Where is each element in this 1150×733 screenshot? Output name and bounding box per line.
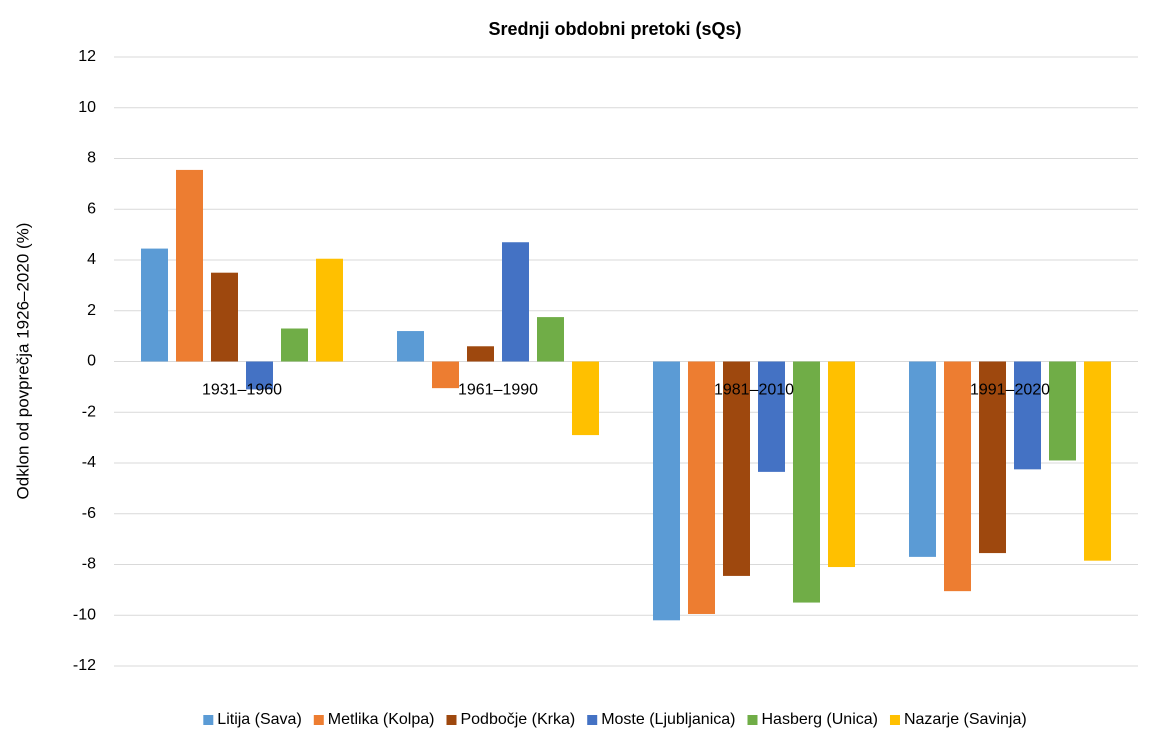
bar — [467, 346, 494, 362]
bar — [316, 258, 343, 362]
legend-label: Nazarje (Savinja) — [904, 711, 1027, 728]
y-axis-label: Odklon od povprečja 1926–2020 (%) — [13, 223, 32, 500]
bar — [537, 317, 564, 362]
bar — [1014, 361, 1041, 470]
bar — [176, 169, 203, 362]
bar — [1084, 361, 1111, 561]
bar — [688, 361, 715, 614]
legend-swatch — [889, 715, 900, 725]
x-tick-label: 1981–2010 — [714, 382, 794, 399]
bar — [397, 331, 424, 362]
bar — [723, 361, 750, 576]
bar — [1049, 361, 1076, 461]
bar — [572, 361, 599, 436]
y-tick-label: 6 — [87, 200, 96, 217]
x-tick-label: 1961–1990 — [458, 382, 538, 399]
chart-title: Srednji obdobni pretoki (sQs) — [488, 19, 741, 39]
bar — [909, 361, 936, 557]
y-tick-label: -6 — [82, 505, 96, 522]
y-tick-label: -8 — [82, 556, 96, 573]
y-tick-label: 12 — [78, 48, 96, 65]
y-tick-label: 0 — [87, 353, 96, 370]
bar — [502, 242, 529, 362]
bar — [141, 248, 168, 362]
bar — [758, 361, 785, 472]
legend-swatch — [313, 715, 324, 725]
legend-swatch — [446, 715, 457, 725]
legend-label: Podbočje (Krka) — [460, 711, 575, 728]
x-tick-label: 1991–2020 — [970, 382, 1050, 399]
legend-swatch — [587, 715, 598, 725]
y-tick-label: 10 — [78, 99, 96, 116]
bar — [828, 361, 855, 568]
bar — [793, 361, 820, 603]
y-tick-label: -4 — [82, 454, 96, 471]
y-tick-label: 2 — [87, 302, 96, 319]
y-tick-label: -2 — [82, 403, 96, 420]
legend-label: Metlika (Kolpa) — [328, 711, 435, 728]
legend-swatch — [747, 715, 758, 725]
bar — [246, 361, 273, 390]
y-tick-label: -10 — [73, 606, 96, 623]
bar — [281, 328, 308, 362]
bar — [432, 361, 459, 389]
legend-swatch — [203, 715, 214, 725]
legend-label: Hasberg (Unica) — [761, 711, 877, 728]
y-tick-label: 8 — [87, 150, 96, 167]
legend-label: Litija (Sava) — [217, 711, 301, 728]
legend-label: Moste (Ljubljanica) — [601, 711, 735, 728]
bar — [979, 361, 1006, 554]
bar — [944, 361, 971, 592]
bar — [653, 361, 680, 621]
bar — [211, 272, 238, 362]
y-tick-label: -12 — [73, 657, 96, 674]
y-tick-label: 4 — [87, 251, 96, 268]
x-tick-label: 1931–1960 — [202, 382, 282, 399]
